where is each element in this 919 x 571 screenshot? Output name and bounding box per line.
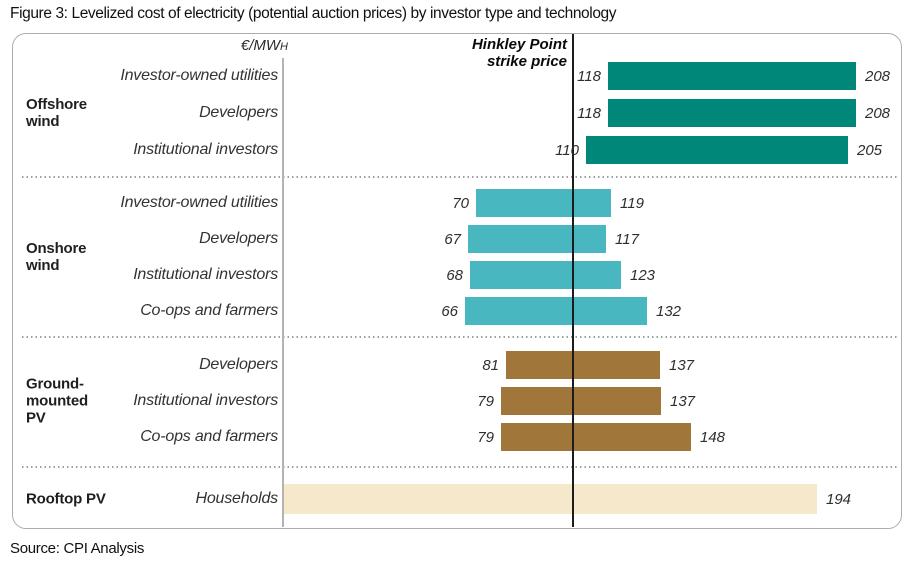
group-separator-3 xyxy=(22,466,898,468)
range-bar xyxy=(476,189,611,217)
reference-line-label: Hinkley Point strike price xyxy=(407,36,567,70)
range-bar xyxy=(468,225,606,253)
value-label-low: 66 xyxy=(441,302,458,320)
unit-axis-label: €/MWh xyxy=(240,37,288,54)
value-label-high: 117 xyxy=(615,230,639,248)
range-bar xyxy=(501,387,661,415)
group-separator-2 xyxy=(22,336,898,338)
value-label-high: 123 xyxy=(630,266,656,284)
value-label-high: 119 xyxy=(620,194,644,212)
row-label: Co-ops and farmers xyxy=(140,428,278,445)
reference-line-label-line1: Hinkley Point xyxy=(471,36,567,53)
value-label-low: 81 xyxy=(482,356,499,374)
value-label-low: 68 xyxy=(446,266,463,284)
row-label: Developers xyxy=(199,230,278,247)
value-label-low: 118 xyxy=(577,67,601,85)
value-label-high: 194 xyxy=(826,490,852,508)
value-label-low: 110 xyxy=(555,141,579,159)
value-label-high: 148 xyxy=(700,428,726,446)
row-label: Developers xyxy=(199,104,278,121)
group-label-2: Ground- mounted PV xyxy=(26,375,88,427)
range-bar xyxy=(283,484,817,514)
range-bar xyxy=(506,351,660,379)
row-label: Investor-owned utilities xyxy=(120,194,278,211)
value-label-high: 132 xyxy=(656,302,682,320)
group-separator-1 xyxy=(22,176,898,178)
range-bar xyxy=(470,261,621,289)
row-label: Institutional investors xyxy=(133,141,278,158)
range-bar xyxy=(586,136,848,164)
value-label-low: 118 xyxy=(577,104,601,122)
group-label-0: Offshore wind xyxy=(26,96,87,130)
value-label-low: 79 xyxy=(477,428,494,446)
value-label-high: 137 xyxy=(669,356,695,374)
group-label-1: Onshore wind xyxy=(26,240,87,274)
row-label: Institutional investors xyxy=(133,266,278,283)
range-bar xyxy=(465,297,647,325)
source-note: Source: CPI Analysis xyxy=(10,540,145,557)
range-bar xyxy=(501,423,691,451)
value-label-high: 208 xyxy=(865,104,891,122)
value-label-high: 205 xyxy=(857,141,883,159)
group-label-3: Rooftop PV xyxy=(26,490,106,508)
value-label-high: 137 xyxy=(670,392,696,410)
row-label: Investor-owned utilities xyxy=(120,67,278,84)
hinkley-reference-line xyxy=(572,34,574,527)
range-bar xyxy=(608,99,856,127)
reference-line-label-line2: strike price xyxy=(486,53,567,70)
zero-axis-line xyxy=(282,58,284,527)
row-label: Institutional investors xyxy=(133,392,278,409)
figure-title: Figure 3: Levelized cost of electricity … xyxy=(10,5,617,22)
value-label-high: 208 xyxy=(865,67,891,85)
value-label-low: 67 xyxy=(444,230,461,248)
value-label-low: 79 xyxy=(477,392,494,410)
range-bar xyxy=(608,62,856,90)
row-label: Households xyxy=(195,490,278,507)
row-label: Developers xyxy=(199,356,278,373)
value-label-low: 70 xyxy=(452,194,469,212)
row-label: Co-ops and farmers xyxy=(140,302,278,319)
